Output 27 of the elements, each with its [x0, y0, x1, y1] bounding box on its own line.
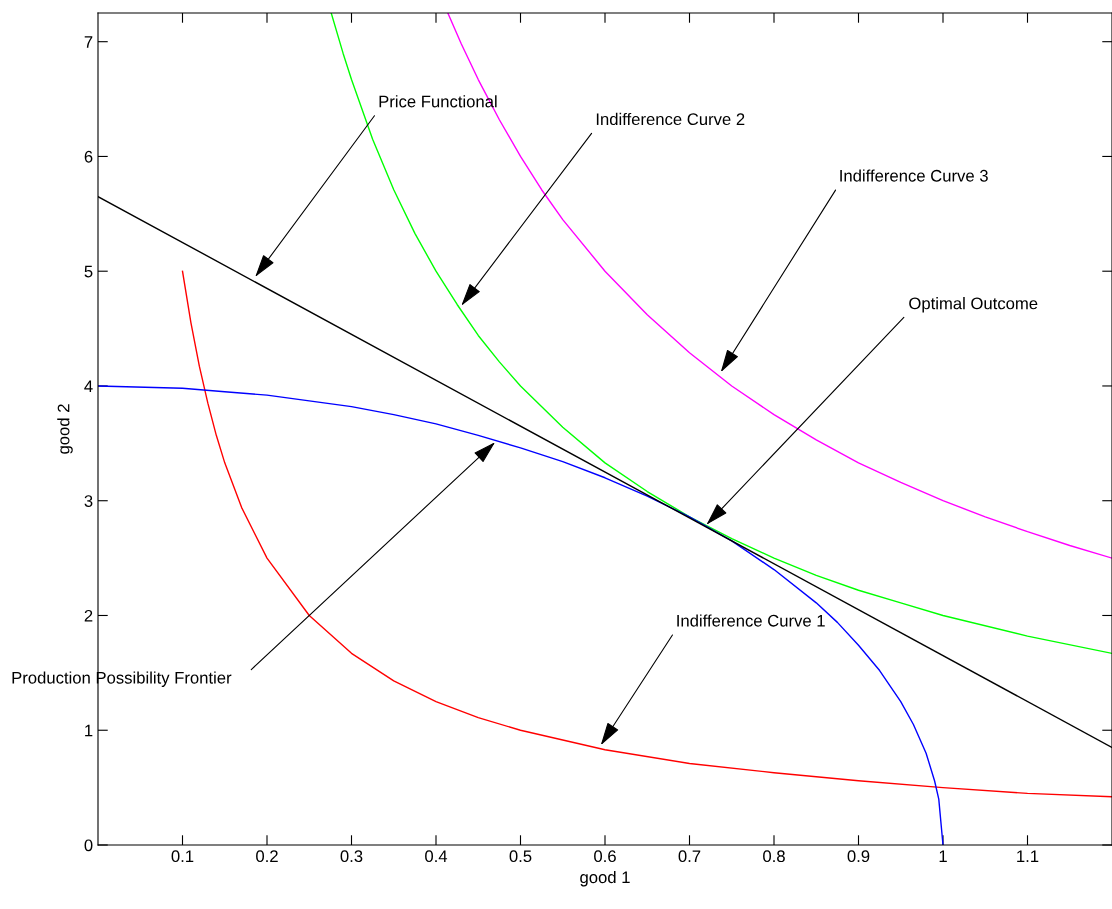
y-tick-label: 5 [84, 265, 93, 278]
y-tick-label: 1 [85, 724, 93, 737]
annotation: Optimal Outcome [909, 297, 1038, 313]
x-axis-title: good 1 [580, 870, 630, 887]
x-tick-label: 1 [939, 850, 947, 862]
x-tick-label: 0.2 [256, 850, 278, 863]
y-tick-label: 4 [84, 380, 93, 392]
x-tick-label: 0.4 [425, 850, 448, 863]
annotation: Indifference Curve 1 [677, 614, 825, 627]
y-tick-label: 2 [84, 609, 93, 622]
x-tick-label: 0.8 [763, 850, 785, 863]
x-tick-label: 0.3 [340, 850, 363, 863]
annotation: Indifference Curve 3 [840, 169, 988, 182]
line-series [330, 13, 1112, 655]
x-tick-label: 0.1 [171, 850, 194, 863]
y-tick-label: 3 [84, 495, 93, 507]
x-tick-label: 0.9 [847, 850, 870, 863]
x-tick-label: 0.5 [509, 850, 532, 863]
x-tick-label: 0.7 [678, 850, 701, 863]
annotation: Indifference Curve 2 [596, 112, 745, 126]
y-tick-label: 6 [84, 150, 93, 163]
x-tick-label: 0.6 [594, 850, 616, 863]
line-series [98, 385, 944, 845]
y-tick-label: 0 [84, 839, 93, 852]
y-tick-label: 7 [84, 36, 93, 48]
y-axis-title: good 2 [57, 404, 73, 454]
x-tick-label: 1.1 [1017, 850, 1039, 862]
